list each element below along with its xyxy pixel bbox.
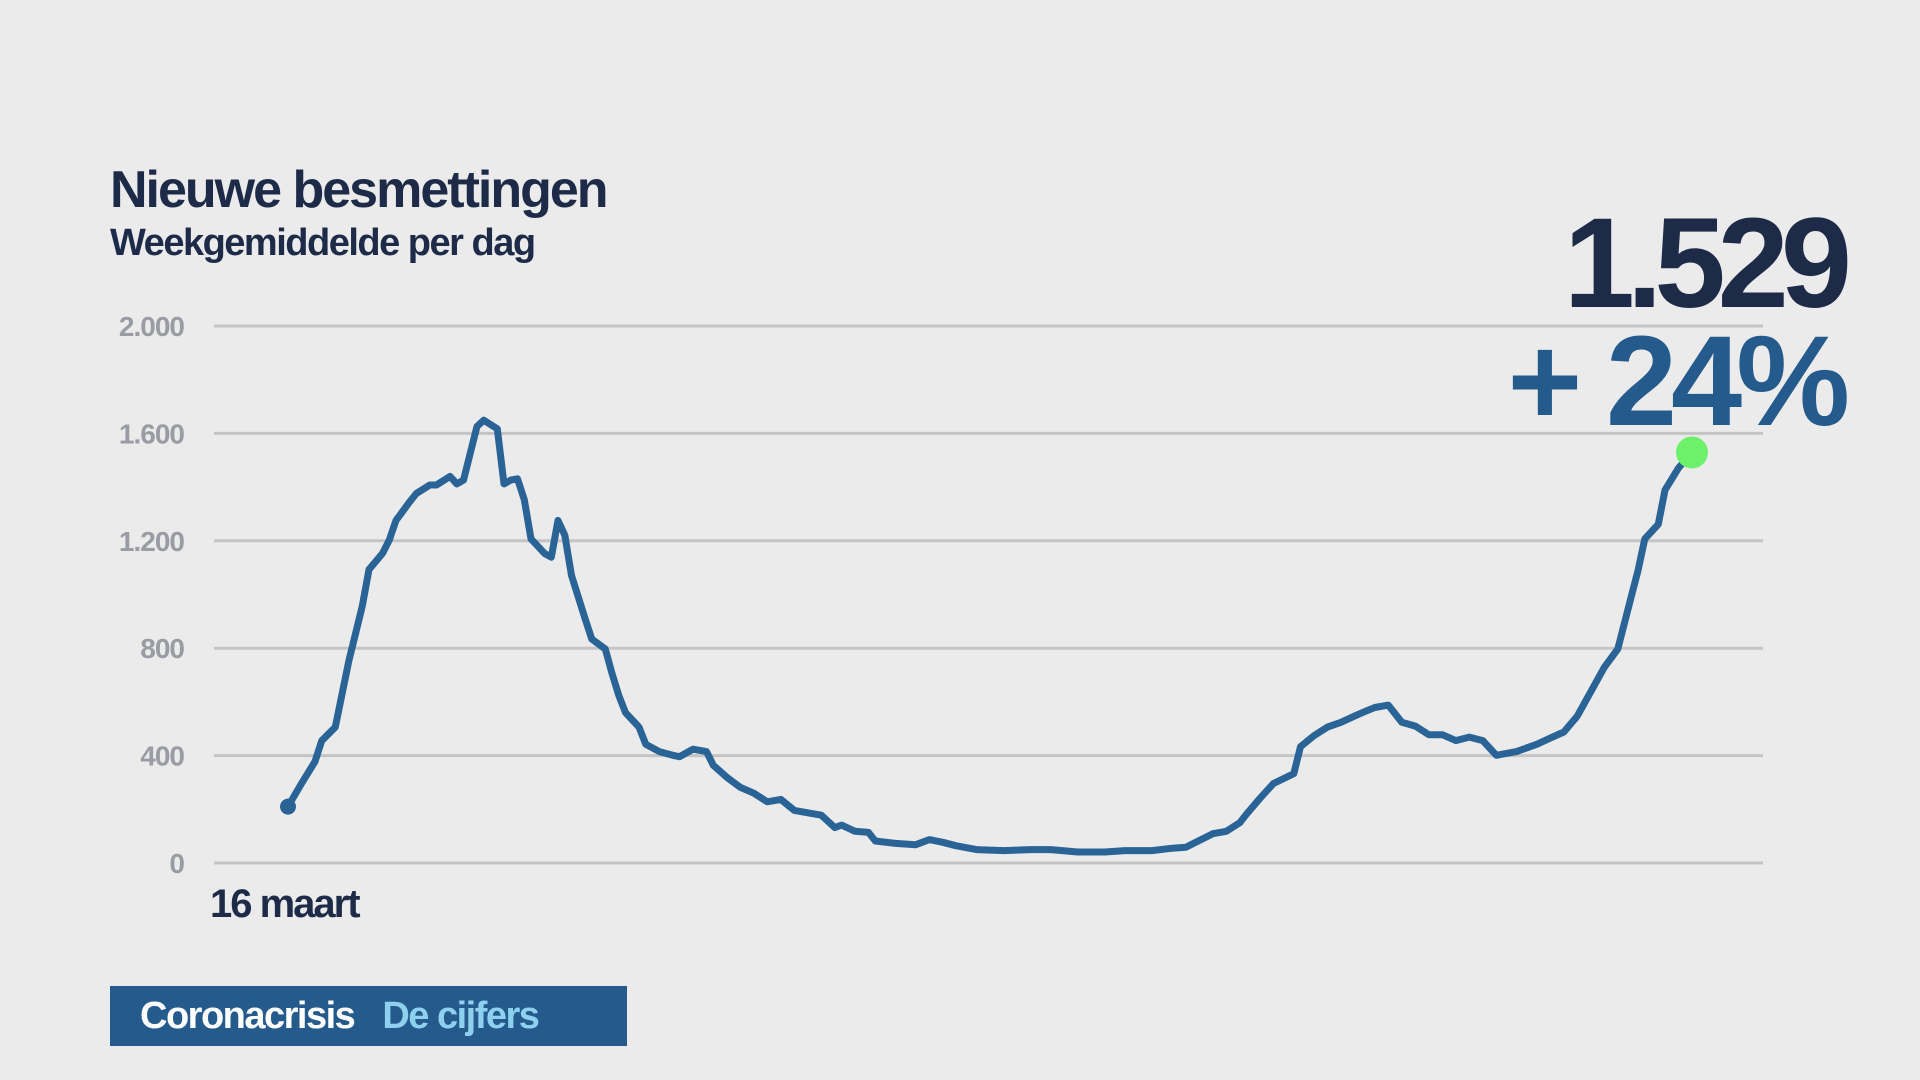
y-tick-label: 400	[140, 741, 184, 772]
latest-point	[1676, 436, 1708, 469]
footer-brand: Coronacrisis	[140, 994, 356, 1037]
chart-subtitle: Weekgemiddelde per dag	[110, 222, 536, 264]
change-percentage: + 24%	[1507, 310, 1850, 453]
y-tick-label: 800	[140, 633, 184, 664]
x-axis-label: 16 maart	[210, 882, 360, 926]
y-tick-label: 1.200	[119, 526, 184, 557]
y-tick-label: 1.600	[119, 418, 184, 449]
footer-section: De cijfers	[382, 994, 540, 1037]
y-tick-label: 2.000	[119, 311, 184, 342]
footer-banner: Coronacrisis De cijfers	[110, 986, 627, 1046]
series-line	[284, 416, 1696, 856]
y-tick-label: 0	[169, 848, 184, 879]
start-point	[280, 798, 296, 815]
chart-title: Nieuwe besmettingen	[110, 161, 609, 219]
latest-value: 1.529	[1563, 192, 1852, 335]
